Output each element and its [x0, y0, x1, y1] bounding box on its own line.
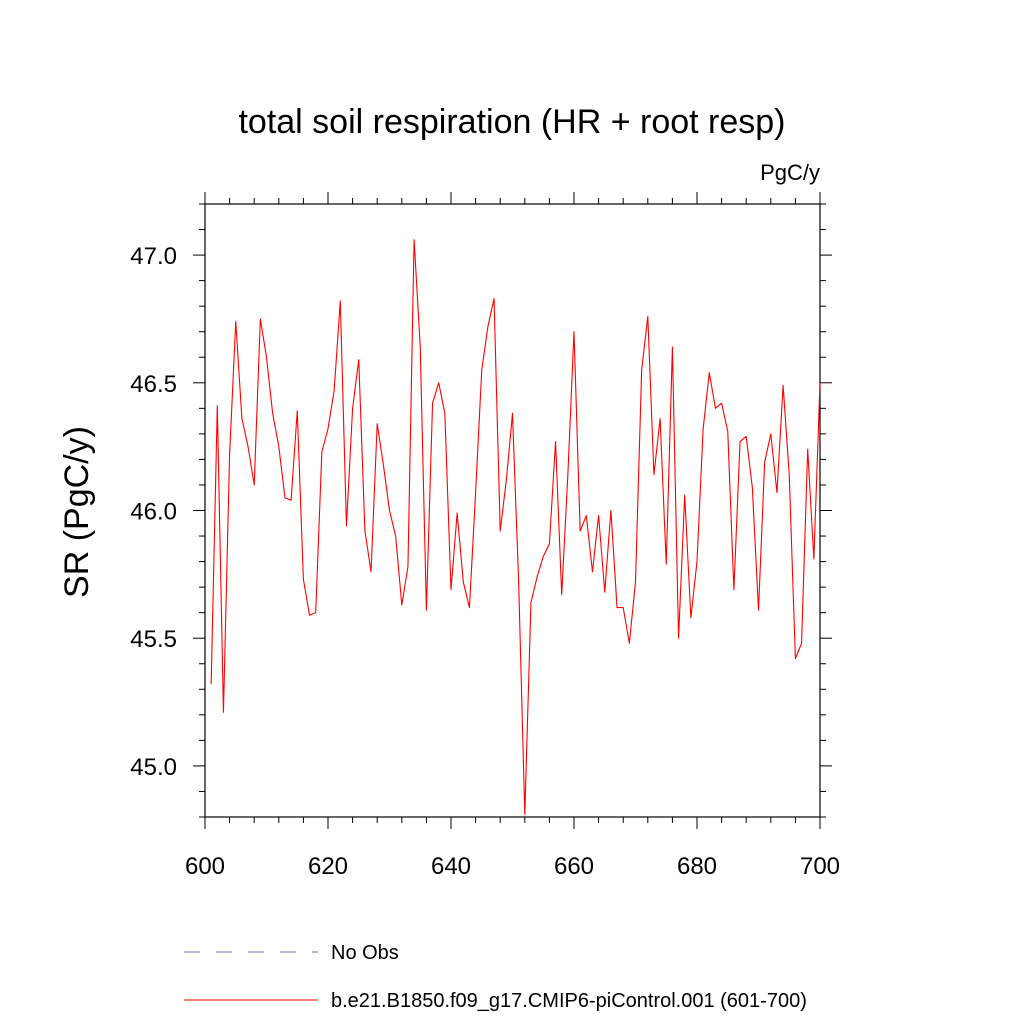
- series-layer: [210, 239, 821, 816]
- plot-frame: [204, 203, 821, 818]
- legend-label: No Obs: [331, 942, 399, 964]
- y-tick-label: 46.0: [130, 499, 177, 526]
- y-tick-label: 45.5: [130, 626, 177, 653]
- units-label: PgC/y: [760, 160, 820, 185]
- series-line: [210, 239, 821, 816]
- x-tick-label: 680: [677, 853, 717, 880]
- x-tick-label: 640: [431, 853, 471, 880]
- y-tick-label: 45.0: [130, 754, 177, 781]
- chart-title: total soil respiration (HR + root resp): [238, 103, 785, 141]
- legend: No Obs b.e21.B1850.f09_g17.CMIP6-piContro…: [184, 942, 807, 1012]
- x-tick-label: 700: [800, 853, 840, 880]
- y-tick-label: 47.0: [130, 243, 177, 270]
- y-tick-label: 46.5: [130, 371, 177, 398]
- x-tick-label: 660: [554, 853, 594, 880]
- legend-label: b.e21.B1850.f09_g17.CMIP6-piControl.001 …: [331, 990, 807, 1012]
- x-tick-label: 620: [308, 853, 348, 880]
- x-tick-label: 600: [185, 853, 225, 880]
- axes: 600 620 640 660 680 700 45.0 45.5 46.0 46.5 47.0: [130, 192, 840, 880]
- y-axis-label: SR (PgC/y): [58, 426, 96, 598]
